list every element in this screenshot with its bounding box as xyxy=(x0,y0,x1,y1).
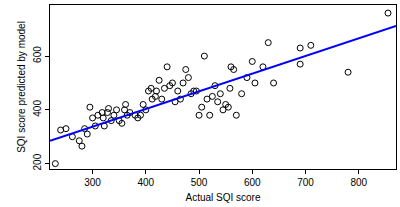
svg-text:SQI score predicted by model: SQI score predicted by model xyxy=(16,21,27,153)
svg-text:Actual SQI score: Actual SQI score xyxy=(185,192,260,203)
svg-text:500: 500 xyxy=(191,177,208,188)
svg-text:600: 600 xyxy=(32,46,43,63)
svg-text:400: 400 xyxy=(32,100,43,117)
svg-text:700: 700 xyxy=(297,177,314,188)
svg-text:800: 800 xyxy=(350,177,367,188)
svg-text:300: 300 xyxy=(84,177,101,188)
svg-text:200: 200 xyxy=(32,153,43,170)
svg-text:600: 600 xyxy=(244,177,261,188)
svg-text:400: 400 xyxy=(137,177,154,188)
